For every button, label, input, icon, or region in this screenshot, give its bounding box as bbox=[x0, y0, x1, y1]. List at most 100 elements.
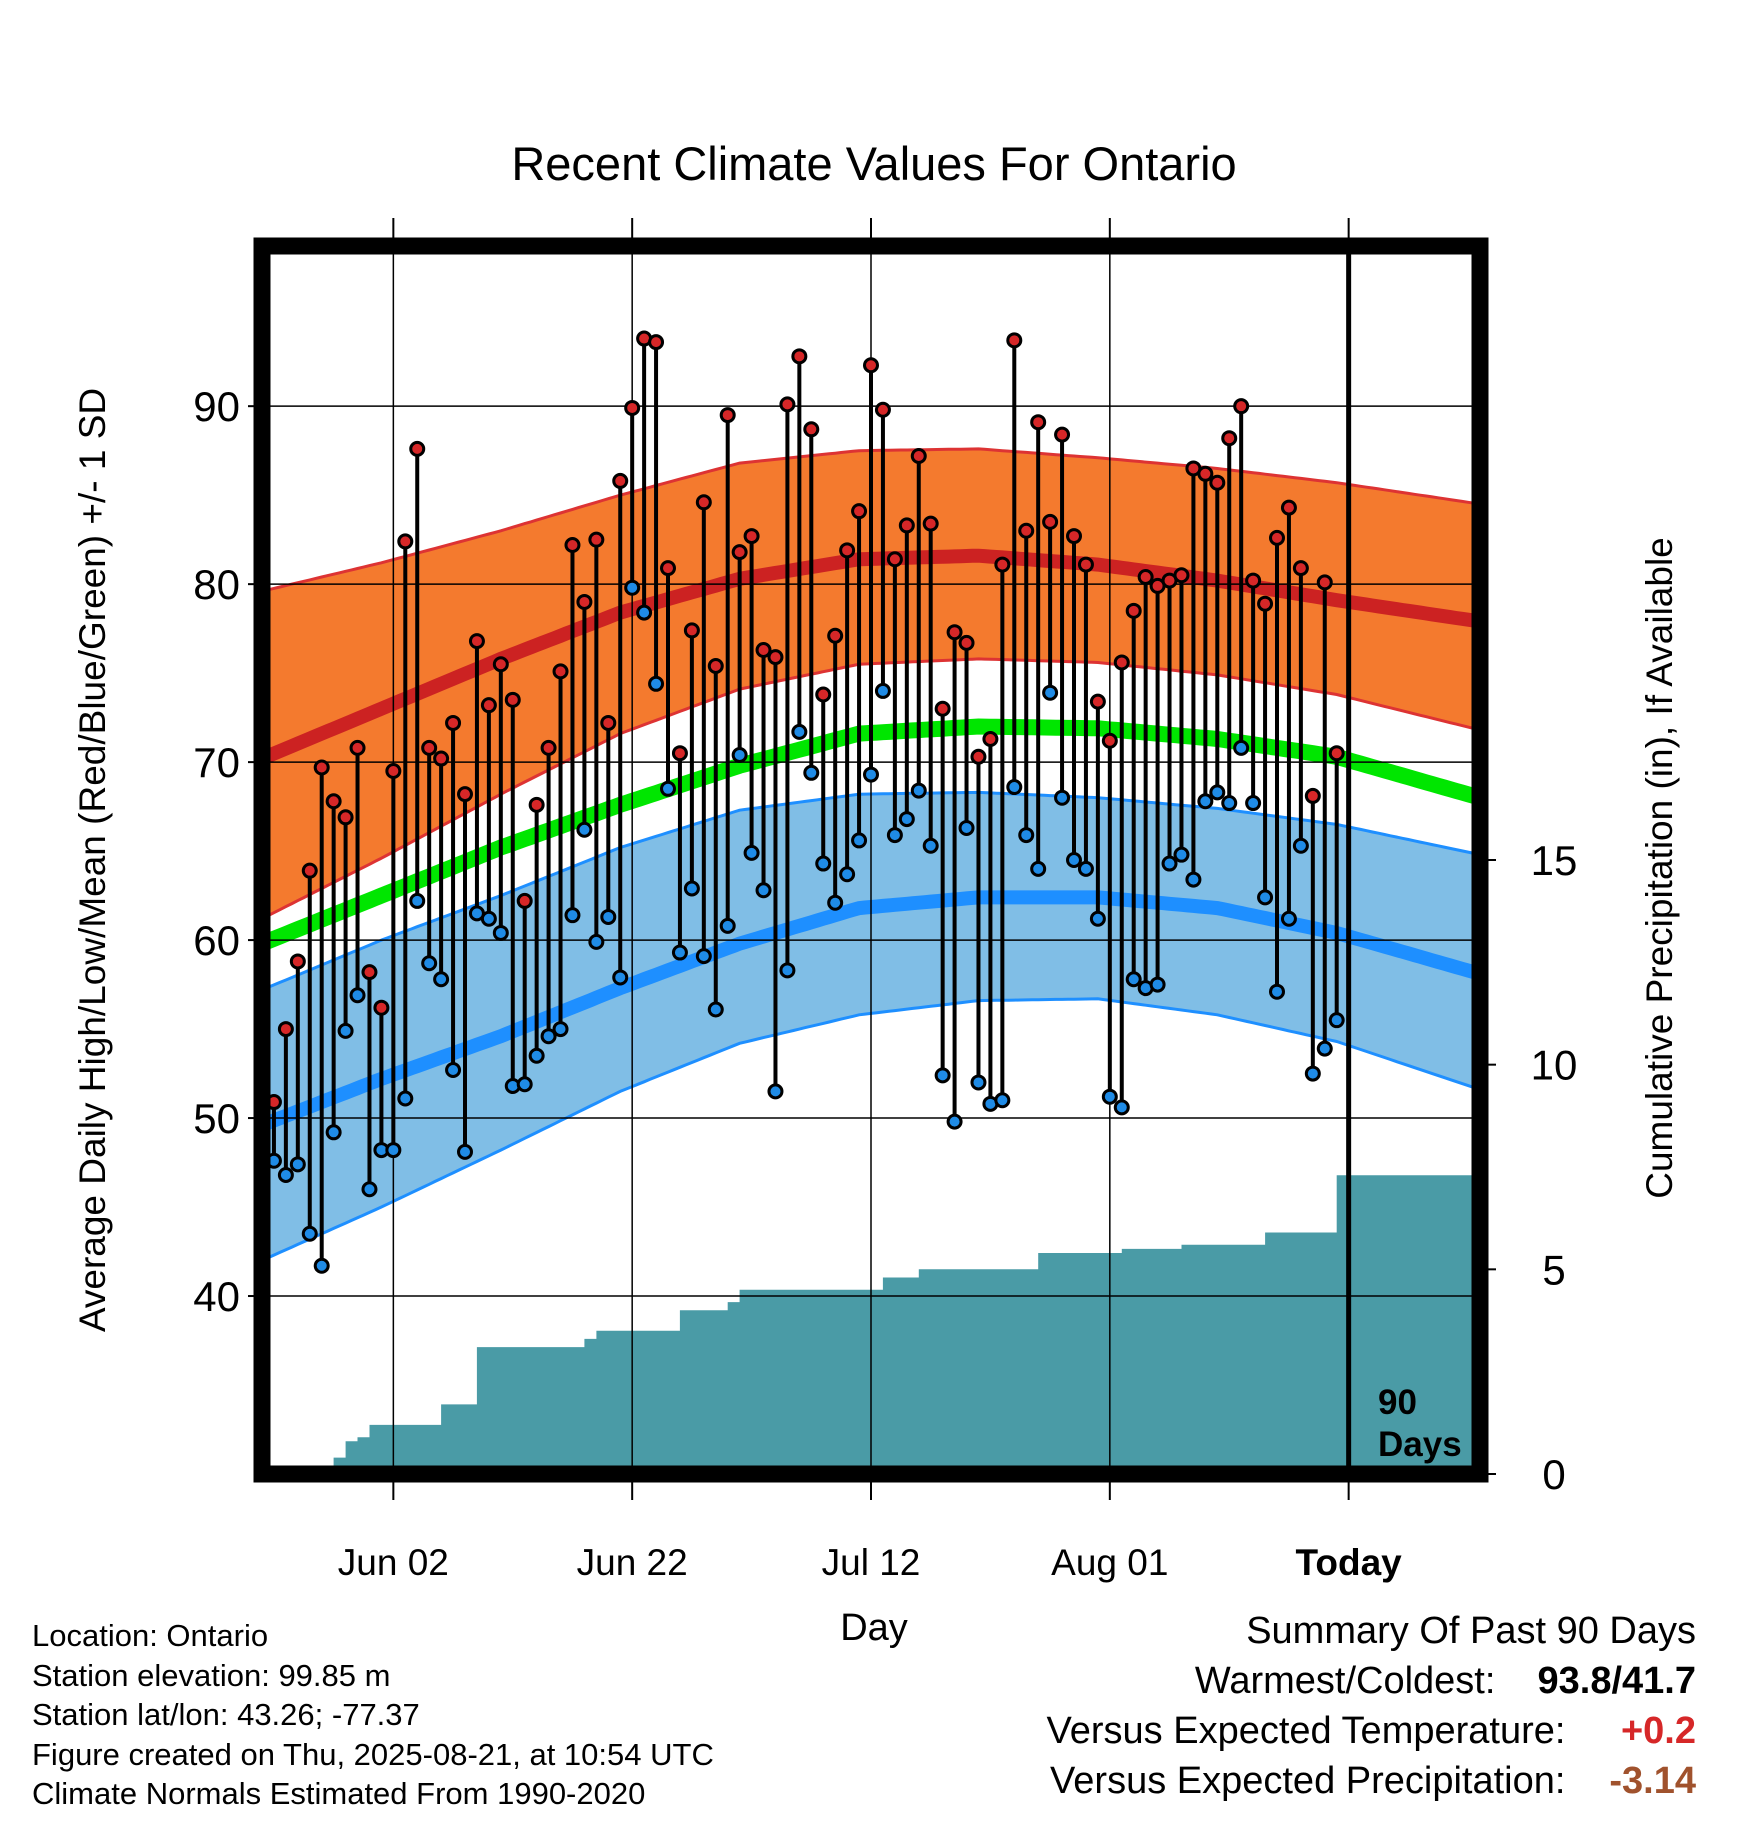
daily-low-point bbox=[552, 1021, 569, 1038]
warmest-value: 93.8/41.7 bbox=[1537, 1660, 1696, 1702]
daily-low-point bbox=[934, 1067, 951, 1084]
daily-high-point bbox=[361, 964, 378, 981]
daily-low-point bbox=[301, 1225, 318, 1242]
temp-anomaly-value: +0.2 bbox=[1620, 1710, 1696, 1752]
daily-high-point bbox=[1316, 574, 1333, 591]
daily-low-point bbox=[1042, 684, 1059, 701]
daily-high-point bbox=[839, 542, 856, 559]
daily-high-point bbox=[552, 663, 569, 680]
daily-low-point bbox=[445, 1062, 462, 1079]
summary-warmest-row: Warmest/Coldest: 93.8/41.7 bbox=[1047, 1656, 1696, 1706]
daily-low-point bbox=[409, 892, 426, 909]
y-tick-label: 50 bbox=[193, 1095, 240, 1142]
normals-text: Climate Normals Estimated From 1990-2020 bbox=[32, 1776, 646, 1811]
daily-high-point bbox=[994, 556, 1011, 573]
daily-low-point bbox=[588, 933, 605, 950]
daily-low-point bbox=[970, 1074, 987, 1091]
daily-low-point bbox=[695, 948, 712, 965]
daily-high-point bbox=[457, 786, 473, 803]
daily-observations bbox=[265, 330, 1345, 1274]
daily-low-point bbox=[289, 1156, 306, 1173]
daily-high-point bbox=[564, 536, 581, 553]
daily-high-point bbox=[1006, 332, 1023, 349]
daily-high-point bbox=[540, 739, 557, 756]
daily-high-point bbox=[803, 421, 820, 438]
station-info: Location: Ontario Station elevation: 99.… bbox=[32, 1616, 714, 1814]
daily-high-point bbox=[755, 641, 772, 658]
x-axis-label: Day bbox=[840, 1607, 908, 1649]
daily-high-point bbox=[576, 593, 593, 610]
daily-high-point bbox=[433, 750, 450, 767]
daily-low-point bbox=[815, 855, 832, 872]
daily-low-point bbox=[277, 1167, 294, 1184]
daily-low-point bbox=[851, 832, 868, 849]
daily-low-point bbox=[886, 827, 903, 844]
daily-high-point bbox=[612, 472, 629, 489]
daily-high-point bbox=[504, 691, 521, 708]
daily-high-point bbox=[1054, 426, 1071, 443]
daily-low-point bbox=[433, 971, 450, 988]
daily-low-point bbox=[492, 924, 509, 941]
daily-high-point bbox=[1197, 465, 1214, 482]
daily-high-point bbox=[301, 862, 318, 879]
daily-low-point bbox=[1269, 983, 1285, 1000]
daily-high-point bbox=[982, 730, 999, 747]
daily-high-point bbox=[1292, 560, 1309, 577]
daily-low-point bbox=[1221, 795, 1238, 812]
daily-high-point bbox=[1173, 567, 1190, 584]
daily-low-point bbox=[743, 844, 760, 861]
daily-low-point bbox=[958, 819, 975, 836]
daily-high-point bbox=[373, 999, 390, 1016]
daily-low-point bbox=[1292, 837, 1309, 854]
daily-low-point bbox=[1018, 827, 1035, 844]
daily-low-point bbox=[576, 821, 593, 838]
y2-tick-label: 5 bbox=[1542, 1246, 1565, 1293]
daily-low-point bbox=[528, 1047, 545, 1064]
daily-high-point bbox=[600, 714, 617, 731]
daily-high-point bbox=[1125, 602, 1142, 619]
daily-low-point bbox=[325, 1124, 342, 1141]
daily-low-point bbox=[1185, 871, 1202, 888]
daily-high-point bbox=[851, 503, 868, 520]
daily-high-point bbox=[1269, 529, 1285, 546]
daily-low-point bbox=[946, 1113, 963, 1130]
daily-low-point bbox=[612, 969, 629, 986]
daily-low-point bbox=[313, 1257, 330, 1274]
daily-low-point bbox=[671, 944, 688, 961]
daily-high-point bbox=[767, 649, 784, 666]
daily-low-point bbox=[683, 880, 700, 897]
daily-low-point bbox=[791, 723, 808, 740]
elevation-text: Station elevation: 99.85 m bbox=[32, 1657, 391, 1693]
y-tick-label: 60 bbox=[193, 917, 240, 964]
daily-high-point bbox=[695, 494, 712, 511]
daily-high-point bbox=[289, 953, 306, 970]
daily-high-point bbox=[1066, 528, 1082, 545]
daily-low-point bbox=[1173, 846, 1190, 863]
daily-high-point bbox=[815, 686, 832, 703]
daily-high-point bbox=[910, 448, 927, 465]
x-tick-label: Jun 02 bbox=[338, 1542, 449, 1583]
chart-title: Recent Climate Values For Ontario bbox=[511, 137, 1236, 190]
today-marker-label-line1: 90 bbox=[1378, 1383, 1417, 1422]
daily-low-point bbox=[361, 1181, 378, 1198]
daily-high-point bbox=[1101, 732, 1118, 749]
daily-low-point bbox=[1233, 739, 1250, 756]
daily-high-point bbox=[1137, 569, 1154, 586]
daily-high-point bbox=[743, 528, 760, 545]
daily-high-point bbox=[277, 1021, 294, 1038]
daily-low-point bbox=[1101, 1088, 1118, 1105]
daily-low-point bbox=[898, 811, 915, 828]
daily-high-point bbox=[1042, 513, 1059, 530]
daily-high-point bbox=[397, 533, 414, 550]
y2-axis-label: Cumulative Precipitation (in), If Availa… bbox=[1639, 537, 1680, 1199]
daily-high-point bbox=[671, 745, 688, 762]
daily-low-point bbox=[624, 579, 641, 596]
x-tick-label: Jun 22 bbox=[577, 1542, 688, 1583]
location-text: Location: Ontario bbox=[32, 1618, 269, 1653]
daily-low-point bbox=[397, 1090, 414, 1107]
daily-low-point bbox=[636, 604, 653, 621]
daily-low-point bbox=[540, 1028, 557, 1045]
daily-high-point bbox=[719, 407, 736, 424]
daily-low-point bbox=[648, 675, 665, 692]
